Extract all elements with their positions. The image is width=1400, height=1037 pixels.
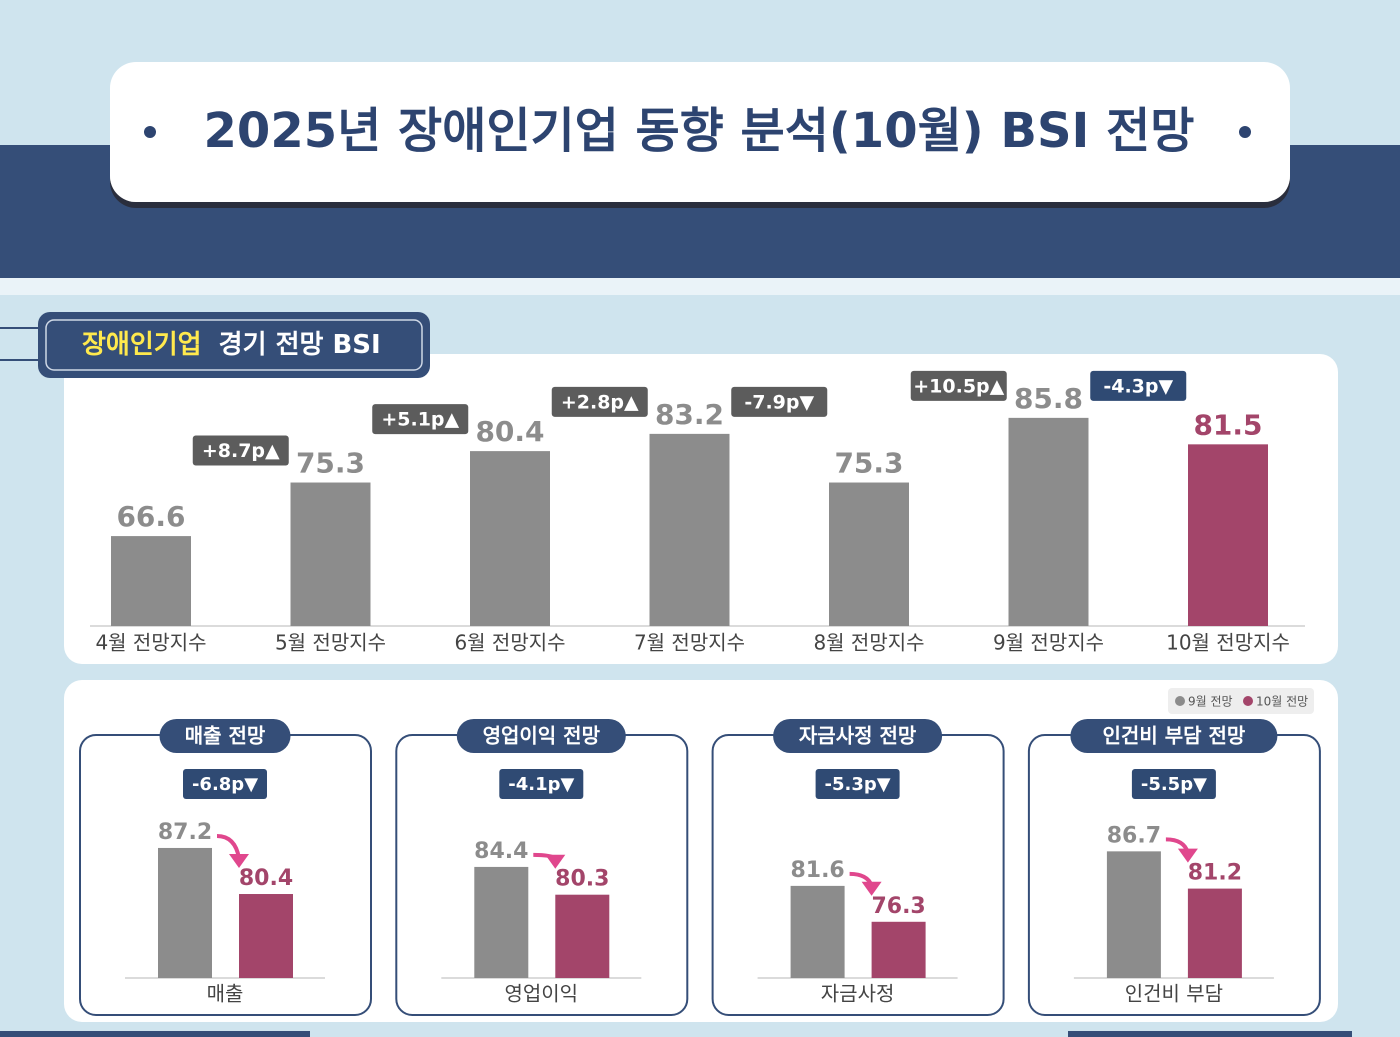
change-badge [192,435,289,466]
x-tick-label: 4월 전망지수 [95,631,206,655]
legend-swatch [1175,696,1185,706]
bullet [144,126,156,138]
change-badge [499,769,584,799]
value-label: 76.3 [871,894,925,919]
legend-swatch [1243,696,1253,706]
separator [0,278,1400,295]
card-title-pill [456,719,626,753]
legend-box [1168,688,1314,714]
bar [239,894,293,978]
bar [555,894,610,978]
change-label: -4.3p▼ [1103,375,1173,397]
card-title: 영업이익 전망 [483,724,601,748]
change-label: -4.1p▼ [508,774,574,795]
value-label: 81.5 [1193,408,1262,441]
x-tick-label: 9월 전망지수 [993,631,1104,655]
change-label: -5.3p▼ [825,774,891,795]
change-label: +5.1p▲ [381,409,459,431]
change-label: -7.9p▼ [744,391,814,413]
card-title-pill [1070,719,1278,753]
bar [649,433,730,626]
section-label-border [45,319,423,371]
bar [829,482,909,626]
bar [111,536,191,626]
bar [474,866,529,978]
bar [1188,444,1268,626]
x-tick-label: 영업이익 [504,982,578,1006]
x-tick-label: 8월 전망지수 [813,631,924,655]
sub-panel [64,680,1338,1022]
value-label: 66.6 [116,500,185,533]
value-label: 75.3 [296,447,365,480]
value-label: 81.2 [1188,861,1242,886]
change-label: +8.7p▲ [202,440,280,462]
section-title: 장애인기업 경기 전망 BSI [82,330,381,360]
value-label: 81.6 [790,858,844,883]
bar [790,885,845,978]
section-highlight: 장애인기업 [82,330,202,360]
value-label: 83.2 [655,398,724,431]
change-badge [1090,370,1187,401]
change-label: -5.5p▼ [1141,774,1207,795]
value-label: 85.8 [1014,382,1083,415]
value-label: 80.4 [475,415,544,448]
bar [158,847,212,978]
bar [1187,888,1242,978]
bullet [1239,126,1251,138]
page-title: 2025년 장애인기업 동향 분석(10월) BSI 전망 [204,103,1195,159]
change-label: +10.5p▲ [913,375,1004,397]
x-tick-label: 자금사정 [821,982,895,1006]
legend-label: 10월 전망 [1256,695,1308,709]
card-title: 자금사정 전망 [799,724,917,748]
value-label: 75.3 [834,447,903,480]
value-label: 87.2 [158,820,212,845]
deco-strip [1068,1031,1352,1037]
card-title-pill [773,719,943,753]
x-tick-label: 매출 [207,982,244,1006]
card-title-pill [159,719,291,753]
trend-arrowhead [1177,848,1198,863]
legend-label: 9월 전망 [1188,695,1233,709]
change-badge [183,769,267,799]
change-label: -6.8p▼ [192,774,258,795]
change-label: +2.8p▲ [561,391,639,413]
section-rest: 경기 전망 BSI [219,330,381,360]
x-tick-label: 5월 전망지수 [275,631,386,655]
x-tick-label: 6월 전망지수 [454,631,565,655]
bar [470,451,550,626]
x-tick-label: 인건비 부담 [1125,982,1223,1006]
change-badge [815,769,900,799]
card-title: 인건비 부담 전망 [1103,724,1246,748]
change-badge [1131,769,1216,799]
bar [1106,851,1161,978]
value-label: 86.7 [1107,823,1161,848]
change-badge [551,386,648,417]
card-title: 매출 전망 [185,724,266,748]
trend-arrowhead [229,854,249,869]
title-box [110,62,1290,202]
value-label: 84.4 [474,839,528,864]
x-tick-label: 10월 전망지수 [1166,631,1290,655]
change-badge [372,404,469,435]
bar [871,921,926,978]
deco-strip [0,1031,310,1037]
change-badge [910,370,1007,401]
bar [290,482,371,626]
section-label [38,312,430,378]
change-badge [731,386,828,417]
trend-arrowhead [545,854,566,869]
bar [1008,417,1089,626]
x-tick-label: 7월 전망지수 [634,631,745,655]
value-label: 80.4 [239,866,293,891]
trend-arrowhead [861,881,882,896]
value-label: 80.3 [555,867,609,892]
